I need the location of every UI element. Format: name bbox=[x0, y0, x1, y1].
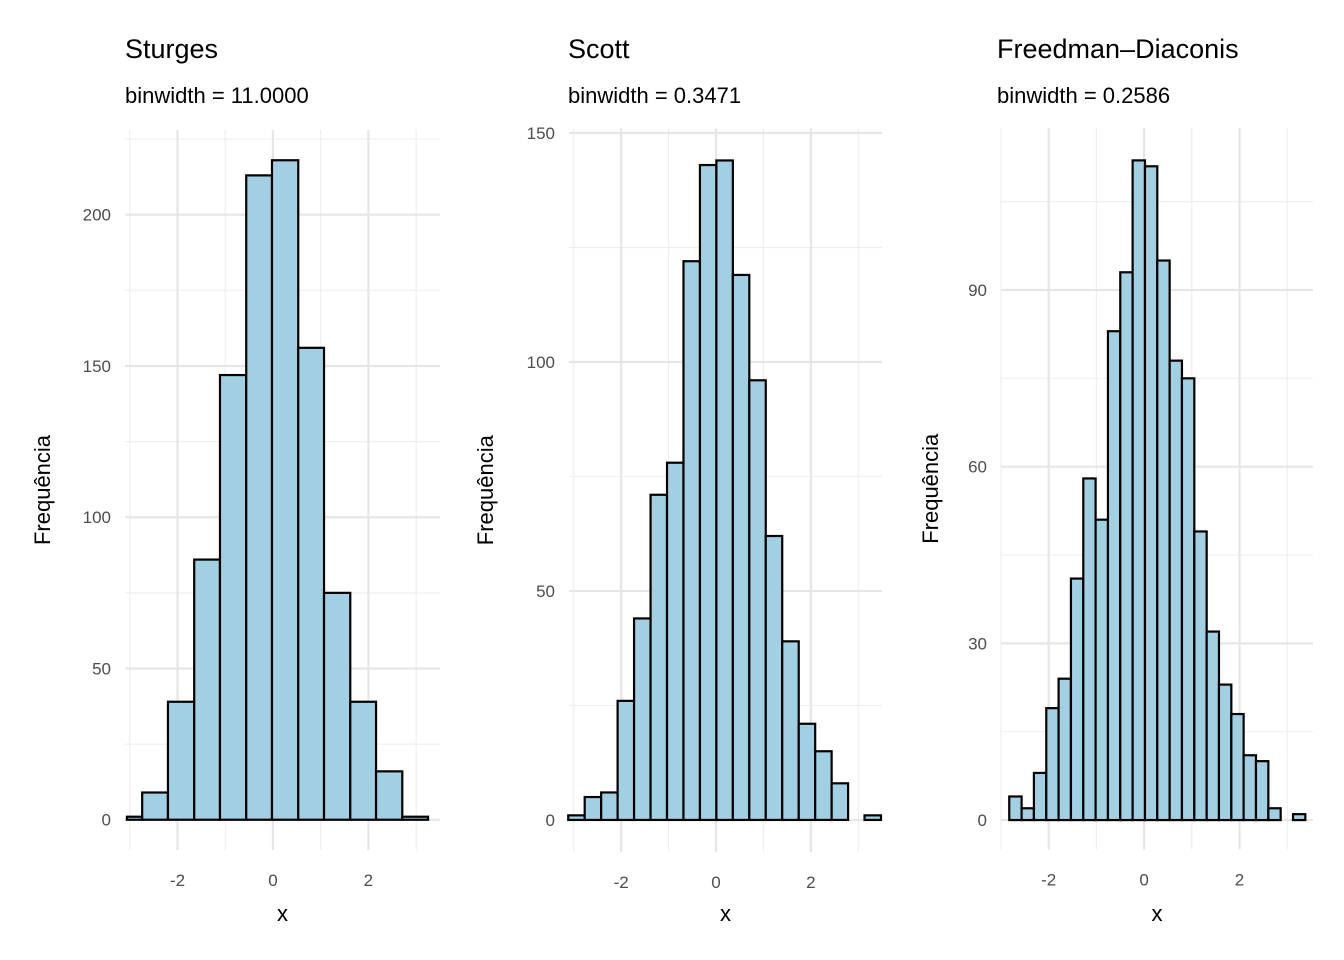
y-tick-label: 30 bbox=[968, 634, 987, 653]
bar bbox=[349, 700, 378, 821]
bar bbox=[193, 558, 222, 821]
bar bbox=[1069, 577, 1085, 822]
panel-subtitle: binwidth = 0.2586 bbox=[997, 83, 1170, 108]
bar bbox=[649, 493, 669, 822]
bar bbox=[814, 750, 833, 822]
x-axis-label: x bbox=[720, 901, 731, 926]
y-tick-label: 60 bbox=[968, 458, 987, 477]
bar bbox=[1267, 807, 1282, 822]
y-tick-label: 0 bbox=[546, 811, 555, 830]
bar bbox=[1032, 771, 1048, 822]
panel-title: Sturges bbox=[125, 34, 218, 64]
bar bbox=[748, 379, 767, 822]
bar bbox=[583, 795, 603, 822]
bar bbox=[1193, 530, 1208, 822]
bar bbox=[1254, 760, 1270, 822]
y-tick-label: 200 bbox=[83, 206, 111, 225]
bar bbox=[1230, 712, 1245, 822]
x-tick-label: 2 bbox=[364, 871, 373, 890]
bar bbox=[764, 534, 784, 822]
y-tick-label: 150 bbox=[527, 124, 555, 143]
bar bbox=[1205, 630, 1221, 822]
bar bbox=[715, 159, 734, 822]
panel: Freedman–Diaconis binwidth = 0.2586 -2 0 2 0 3… bbox=[918, 34, 1313, 926]
bar bbox=[322, 591, 352, 821]
bar bbox=[731, 273, 751, 822]
panel: Sturges binwidth = 11.0000 -2 0 2 0 50 100 150 20… bbox=[30, 34, 440, 926]
bar bbox=[830, 782, 850, 822]
panel: Scott binwidth = 0.3471 -2 0 2 0 50 100 150 x Freq… bbox=[473, 34, 883, 926]
x-axis-label: x bbox=[1152, 901, 1163, 926]
y-tick-label: 100 bbox=[527, 353, 555, 372]
bar bbox=[245, 174, 274, 821]
bar bbox=[632, 617, 652, 822]
x-tick-label: -2 bbox=[614, 873, 629, 892]
x-tick-label: 0 bbox=[268, 871, 277, 890]
y-axis-label: Frequência bbox=[473, 434, 498, 545]
bar bbox=[270, 159, 300, 821]
bar bbox=[616, 699, 636, 822]
bar bbox=[1217, 683, 1233, 822]
bar bbox=[1143, 165, 1159, 822]
bar bbox=[1168, 359, 1184, 822]
y-tick-label: 0 bbox=[102, 811, 111, 830]
bar bbox=[401, 815, 430, 821]
bar bbox=[141, 791, 170, 821]
panel-title: Freedman–Diaconis bbox=[997, 34, 1239, 64]
x-tick-label: -2 bbox=[170, 871, 185, 890]
y-axis-label: Frequência bbox=[30, 434, 55, 545]
bar bbox=[665, 461, 685, 822]
panel-subtitle: binwidth = 0.3471 bbox=[568, 83, 741, 108]
bar bbox=[1119, 271, 1134, 822]
bar bbox=[1008, 795, 1023, 822]
x-tick-label: 2 bbox=[806, 873, 815, 892]
y-tick-label: 50 bbox=[536, 582, 555, 601]
y-axis-label: Frequência bbox=[918, 433, 943, 544]
bar bbox=[797, 722, 817, 822]
bar bbox=[600, 791, 619, 822]
bar bbox=[125, 815, 144, 821]
bar bbox=[567, 814, 586, 822]
y-tick-label: 0 bbox=[978, 811, 987, 830]
y-tick-label: 90 bbox=[968, 281, 987, 300]
y-tick-label: 150 bbox=[83, 357, 111, 376]
bar bbox=[1094, 518, 1110, 822]
bar bbox=[1020, 807, 1036, 822]
bar bbox=[781, 640, 800, 822]
x-axis-label: x bbox=[277, 901, 288, 926]
y-tick-label: 100 bbox=[83, 508, 111, 527]
x-tick-label: -2 bbox=[1041, 871, 1056, 890]
bar bbox=[863, 814, 883, 822]
bar bbox=[1131, 159, 1147, 822]
bar bbox=[218, 373, 248, 821]
panel-title: Scott bbox=[568, 34, 630, 64]
bar bbox=[1156, 259, 1171, 822]
bar bbox=[1242, 754, 1258, 822]
bar bbox=[1082, 477, 1097, 822]
bar bbox=[1106, 330, 1122, 822]
bar bbox=[297, 346, 326, 821]
bar bbox=[1291, 813, 1307, 822]
bar bbox=[1057, 677, 1073, 822]
bar bbox=[1045, 707, 1060, 822]
bar bbox=[682, 260, 702, 822]
bar bbox=[374, 770, 404, 821]
x-tick-label: 0 bbox=[711, 873, 720, 892]
y-tick-label: 50 bbox=[92, 659, 111, 678]
bar bbox=[166, 700, 196, 821]
bar bbox=[698, 163, 718, 822]
x-tick-label: 2 bbox=[1235, 871, 1244, 890]
x-tick-label: 0 bbox=[1139, 871, 1148, 890]
bar bbox=[1180, 377, 1196, 822]
panel-subtitle: binwidth = 11.0000 bbox=[125, 83, 309, 108]
